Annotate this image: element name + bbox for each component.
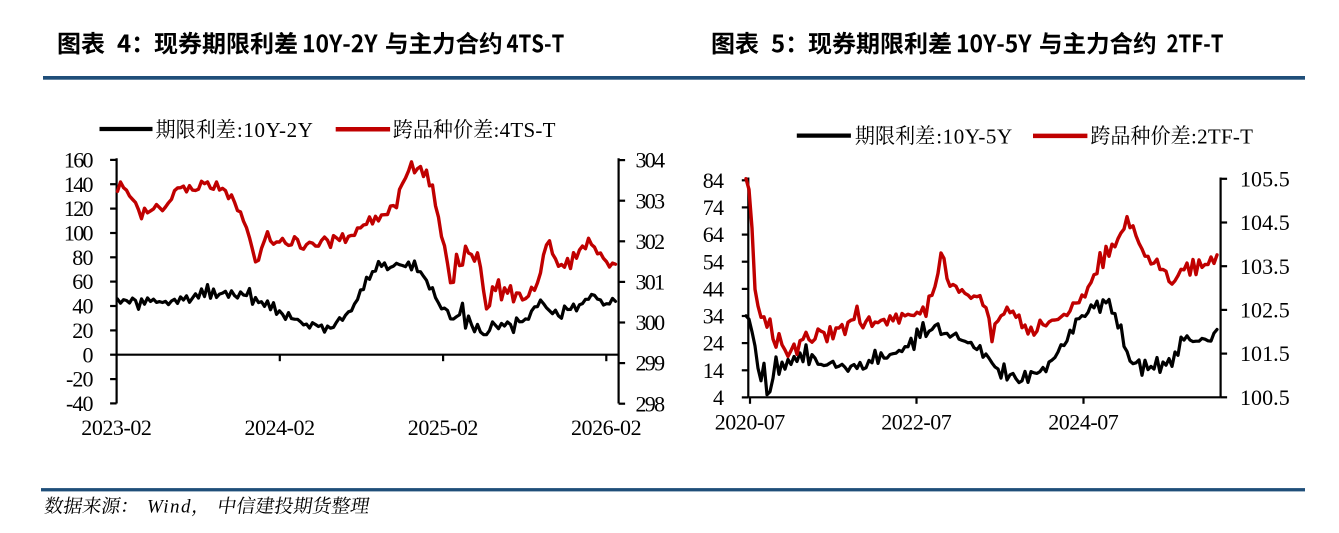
svg-text:105.5: 105.5 bbox=[1240, 166, 1290, 191]
svg-text:102.5: 102.5 bbox=[1240, 298, 1290, 323]
svg-text:20: 20 bbox=[72, 318, 93, 343]
svg-text:303: 303 bbox=[636, 188, 666, 213]
svg-text:-20: -20 bbox=[66, 367, 94, 392]
svg-text:24: 24 bbox=[703, 331, 724, 356]
svg-text:2025-02: 2025-02 bbox=[408, 415, 479, 440]
svg-text:302: 302 bbox=[636, 229, 666, 254]
svg-text:160: 160 bbox=[64, 148, 94, 173]
svg-text:-40: -40 bbox=[66, 391, 94, 416]
svg-text:299: 299 bbox=[636, 351, 666, 376]
svg-text:2020-07: 2020-07 bbox=[715, 410, 786, 435]
svg-text:301: 301 bbox=[636, 270, 666, 295]
svg-text:2022-07: 2022-07 bbox=[881, 410, 952, 435]
svg-text:0: 0 bbox=[83, 342, 94, 367]
svg-text:2023-02: 2023-02 bbox=[81, 415, 152, 440]
svg-text:304: 304 bbox=[636, 148, 666, 173]
svg-text:140: 140 bbox=[64, 172, 94, 197]
svg-text::10Y-2Y: :10Y-2Y bbox=[237, 118, 313, 142]
svg-text:34: 34 bbox=[703, 304, 724, 329]
svg-text:80: 80 bbox=[72, 245, 93, 270]
svg-text:300: 300 bbox=[636, 310, 666, 335]
svg-text::10Y-5Y: :10Y-5Y bbox=[936, 124, 1012, 148]
svg-text:40: 40 bbox=[72, 294, 93, 319]
svg-text:44: 44 bbox=[703, 277, 724, 302]
svg-text:2024-02: 2024-02 bbox=[245, 415, 316, 440]
svg-text:54: 54 bbox=[703, 249, 724, 274]
svg-text:100: 100 bbox=[64, 221, 94, 246]
svg-text:60: 60 bbox=[72, 269, 93, 294]
svg-text:100.5: 100.5 bbox=[1240, 385, 1290, 410]
svg-text::4TS-T: :4TS-T bbox=[494, 118, 556, 142]
svg-text:84: 84 bbox=[703, 168, 724, 193]
svg-text:120: 120 bbox=[64, 196, 94, 221]
svg-text::2TF-T: :2TF-T bbox=[1191, 124, 1253, 148]
svg-text:2024-07: 2024-07 bbox=[1048, 410, 1119, 435]
svg-text:104.5: 104.5 bbox=[1240, 210, 1290, 235]
svg-text:2026-02: 2026-02 bbox=[571, 415, 642, 440]
svg-text:4: 4 bbox=[713, 385, 724, 410]
svg-text:Wind: Wind bbox=[147, 497, 191, 518]
svg-text:74: 74 bbox=[703, 195, 724, 220]
svg-text:101.5: 101.5 bbox=[1240, 341, 1290, 366]
svg-text:64: 64 bbox=[703, 222, 724, 247]
svg-text:14: 14 bbox=[703, 358, 724, 383]
svg-text:298: 298 bbox=[636, 391, 666, 416]
svg-text:103.5: 103.5 bbox=[1240, 254, 1290, 279]
